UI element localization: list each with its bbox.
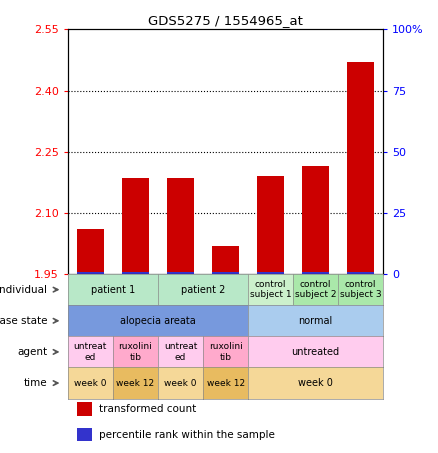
Text: control
subject 1: control subject 1 [250, 280, 291, 299]
Bar [77, 229, 104, 274]
Text: week 0: week 0 [298, 378, 333, 388]
Bar [302, 166, 329, 274]
Text: time: time [24, 378, 47, 388]
Bar [167, 272, 194, 274]
Text: untreated: untreated [292, 347, 340, 357]
Bar [347, 272, 374, 274]
Bar [77, 428, 92, 442]
Bar [77, 402, 92, 415]
Bar [122, 178, 149, 274]
Text: disease state: disease state [0, 316, 47, 326]
Text: control
subject 3: control subject 3 [340, 280, 381, 299]
Text: normal: normal [299, 316, 333, 326]
Text: ruxolini
tib: ruxolini tib [208, 342, 243, 361]
Text: week 0: week 0 [74, 379, 107, 388]
Text: week 12: week 12 [206, 379, 245, 388]
Text: alopecia areata: alopecia areata [120, 316, 196, 326]
Text: control
subject 2: control subject 2 [295, 280, 336, 299]
Title: GDS5275 / 1554965_at: GDS5275 / 1554965_at [148, 14, 303, 27]
Bar [212, 272, 239, 274]
Bar [302, 272, 329, 274]
Text: patient 2: patient 2 [181, 284, 225, 294]
Text: week 12: week 12 [117, 379, 155, 388]
Bar [167, 178, 194, 274]
Bar [212, 246, 239, 274]
Text: patient 1: patient 1 [91, 284, 135, 294]
Bar [122, 272, 149, 274]
Text: untreat
ed: untreat ed [74, 342, 107, 361]
Bar [77, 272, 104, 274]
Bar [257, 176, 284, 274]
Text: individual: individual [0, 284, 47, 294]
Text: agent: agent [17, 347, 47, 357]
Text: percentile rank within the sample: percentile rank within the sample [99, 429, 275, 439]
Text: week 0: week 0 [164, 379, 197, 388]
Text: ruxolini
tib: ruxolini tib [119, 342, 152, 361]
Text: untreat
ed: untreat ed [164, 342, 197, 361]
Bar [347, 62, 374, 274]
Bar [257, 272, 284, 274]
Text: transformed count: transformed count [99, 404, 196, 414]
